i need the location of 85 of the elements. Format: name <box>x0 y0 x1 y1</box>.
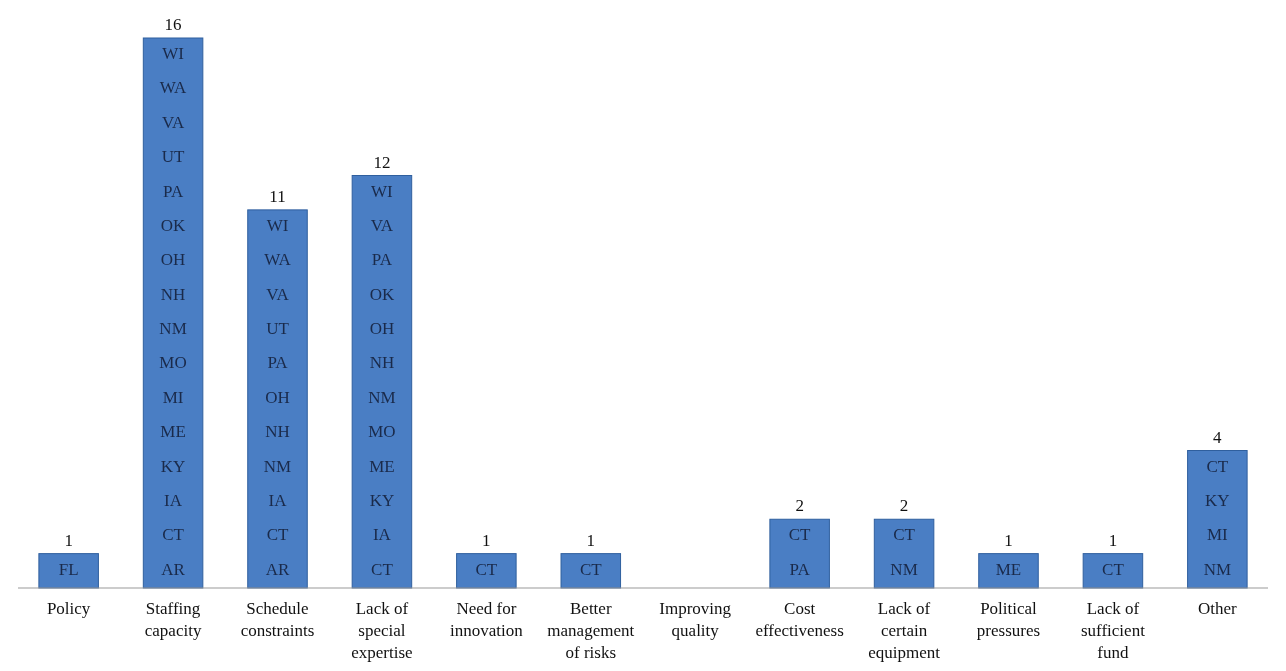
bar <box>1082 553 1144 589</box>
annotation: CT <box>475 559 498 579</box>
data-label: 1 <box>1108 530 1118 550</box>
annotation: ME <box>995 559 1022 579</box>
data-label: 2 <box>899 496 909 516</box>
annotation: NH <box>160 284 186 304</box>
annotation: FL <box>58 559 79 579</box>
annotation: NM <box>368 387 396 407</box>
annotation: AR <box>161 559 186 579</box>
annotation: IA <box>372 525 392 545</box>
annotation: IA <box>164 490 183 510</box>
annotation: NM <box>1203 559 1232 579</box>
data-label: 11 <box>269 186 286 206</box>
annotation: CT <box>788 525 812 545</box>
annotation: NH <box>369 353 395 373</box>
annotation: KY <box>1205 490 1230 510</box>
annotation: OK <box>369 284 395 304</box>
x-tick-label: Lack of special expertise <box>351 599 413 662</box>
data-label: 2 <box>795 496 804 516</box>
annotation: NM <box>890 559 918 579</box>
annotation: UT <box>266 319 290 339</box>
annotation: OK <box>160 215 187 235</box>
annotation: CT <box>893 525 916 545</box>
annotation: OH <box>265 387 290 407</box>
annotation: CT <box>1206 456 1229 476</box>
annotation: KY <box>369 490 395 510</box>
annotation: IA <box>268 490 288 510</box>
annotation: PA <box>162 181 184 201</box>
data-label: 1 <box>586 530 596 550</box>
annotation: WA <box>159 78 188 98</box>
annotation: WA <box>264 250 292 270</box>
annotation: VA <box>370 215 394 235</box>
bar <box>142 37 204 589</box>
annotation: CT <box>266 525 289 545</box>
annotation: OH <box>160 250 186 270</box>
x-tick-label: Lack of certain equipment <box>868 599 941 662</box>
data-label: 1 <box>482 530 491 550</box>
bar <box>456 553 517 589</box>
annotation: KY <box>160 456 186 476</box>
x-tick-label: Better management of risks <box>547 599 635 662</box>
annotation: PA <box>789 559 811 579</box>
annotation: WI <box>371 181 394 201</box>
x-tick-label: Need for innovation <box>450 599 524 640</box>
annotation: VA <box>161 112 185 132</box>
annotation: CT <box>579 559 603 579</box>
x-tick-label: Lack of sufficient fund <box>1080 599 1146 662</box>
annotation: ME <box>160 422 186 442</box>
bar <box>873 518 935 589</box>
data-label: 1 <box>1004 530 1013 550</box>
bar <box>247 209 308 589</box>
bar <box>38 553 99 589</box>
x-tick-label: Staffing capacity <box>144 599 202 640</box>
data-label: 12 <box>373 152 391 172</box>
bar <box>351 175 413 589</box>
annotation: NM <box>263 456 292 476</box>
annotation: OH <box>369 319 395 339</box>
annotation: WI <box>266 215 289 235</box>
x-tick-label: Cost effectiveness <box>755 599 844 640</box>
data-label: 4 <box>1213 427 1223 447</box>
bar <box>560 553 622 589</box>
data-label: 16 <box>164 15 182 34</box>
annotation: UT <box>161 147 186 167</box>
annotation: NH <box>265 422 290 442</box>
bar <box>769 518 830 589</box>
annotation: WI <box>162 44 185 64</box>
annotation: NM <box>159 319 187 339</box>
data-label: 1 <box>64 530 73 550</box>
annotation: VA <box>266 284 290 304</box>
annotation: CT <box>371 559 394 579</box>
annotation: MO <box>159 353 187 373</box>
annotation: MI <box>1206 525 1229 545</box>
annotation: MI <box>162 387 184 407</box>
annotation: PA <box>371 250 393 270</box>
x-tick-label: Other <box>1197 599 1238 618</box>
annotation: ME <box>369 456 395 476</box>
x-tick-label: Policy <box>46 599 91 618</box>
annotation: CT <box>1102 559 1125 579</box>
bar <box>1187 450 1248 589</box>
annotation: CT <box>162 525 185 545</box>
x-tick-label: Political pressures <box>976 599 1041 640</box>
x-tick-label: Improving quality <box>659 599 732 640</box>
x-tick-label: Schedule constraints <box>240 599 315 640</box>
annotation: AR <box>265 559 290 579</box>
annotation: PA <box>267 353 289 373</box>
annotation: MO <box>368 422 396 442</box>
